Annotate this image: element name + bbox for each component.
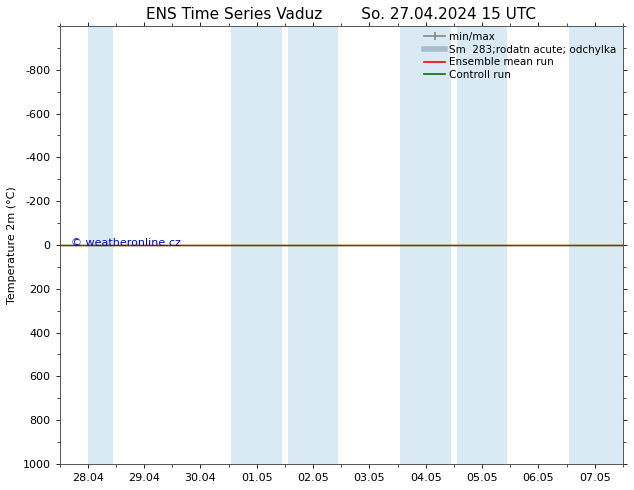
Bar [456, 26, 507, 464]
Text: © weatheronline.cz: © weatheronline.cz [71, 239, 181, 248]
Y-axis label: Temperature 2m (°C): Temperature 2m (°C) [7, 186, 17, 304]
Bar [87, 26, 113, 464]
Title: ENS Time Series Vaduz        So. 27.04.2024 15 UTC: ENS Time Series Vaduz So. 27.04.2024 15 … [146, 7, 536, 22]
Bar [231, 26, 282, 464]
Bar [569, 26, 623, 464]
Legend: min/max, Sm  283;rodatn acute; odchylka, Ensemble mean run, Controll run: min/max, Sm 283;rodatn acute; odchylka, … [420, 28, 621, 84]
Bar [400, 26, 451, 464]
Bar [288, 26, 339, 464]
